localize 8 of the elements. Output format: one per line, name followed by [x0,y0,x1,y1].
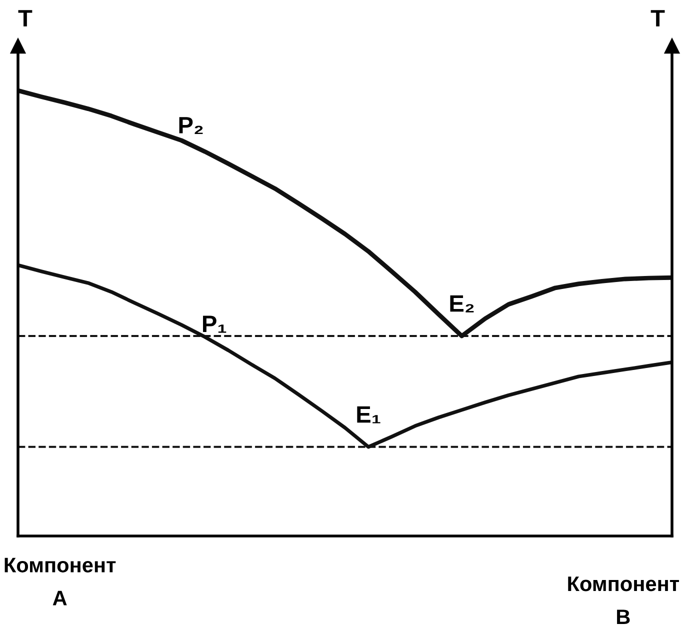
text: Компонент A [4,558,116,606]
annotation: E₂ [450,295,474,312]
annotation: E₁ [357,406,380,424]
text: Компонент B [568,576,680,624]
series-label: P₂ [179,117,203,134]
y-axis-title: T [18,10,32,26]
series-label: P₁ [203,316,226,333]
y2-axis-title: T [650,10,665,26]
